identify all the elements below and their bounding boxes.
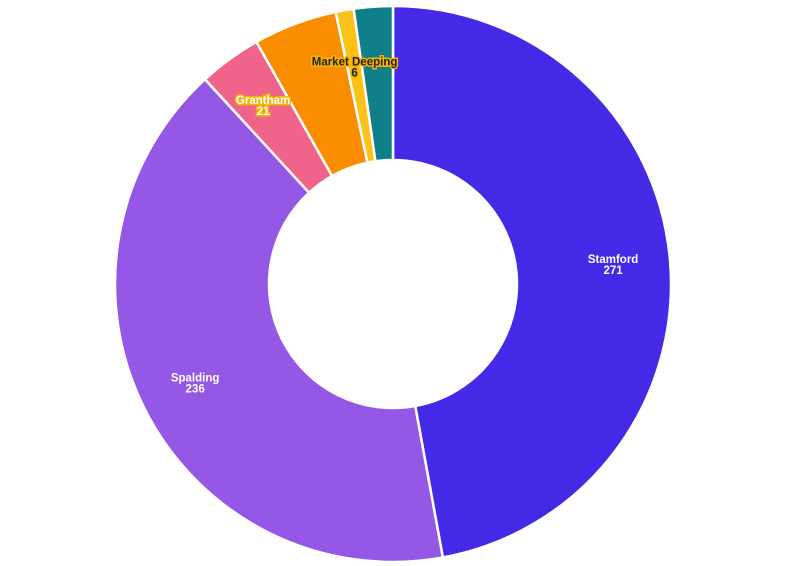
label-grantham-value: 21 (257, 106, 270, 118)
label-market-deeping-value: 6 (351, 67, 357, 79)
label-stamford-value: 271 (604, 265, 624, 277)
label-spalding-value: 236 (186, 383, 205, 395)
label-market-deeping-name: Market Deeping (312, 56, 398, 68)
slices-group (113, 4, 673, 564)
label-stamford-name: Stamford (588, 254, 638, 266)
slice-stamford[interactable] (391, 4, 673, 559)
slice-segment-6[interactable] (352, 4, 395, 163)
label-spalding-name: Spalding (171, 372, 220, 384)
slice-spalding[interactable] (113, 77, 445, 564)
label-grantham-name: Grantham (236, 95, 290, 107)
